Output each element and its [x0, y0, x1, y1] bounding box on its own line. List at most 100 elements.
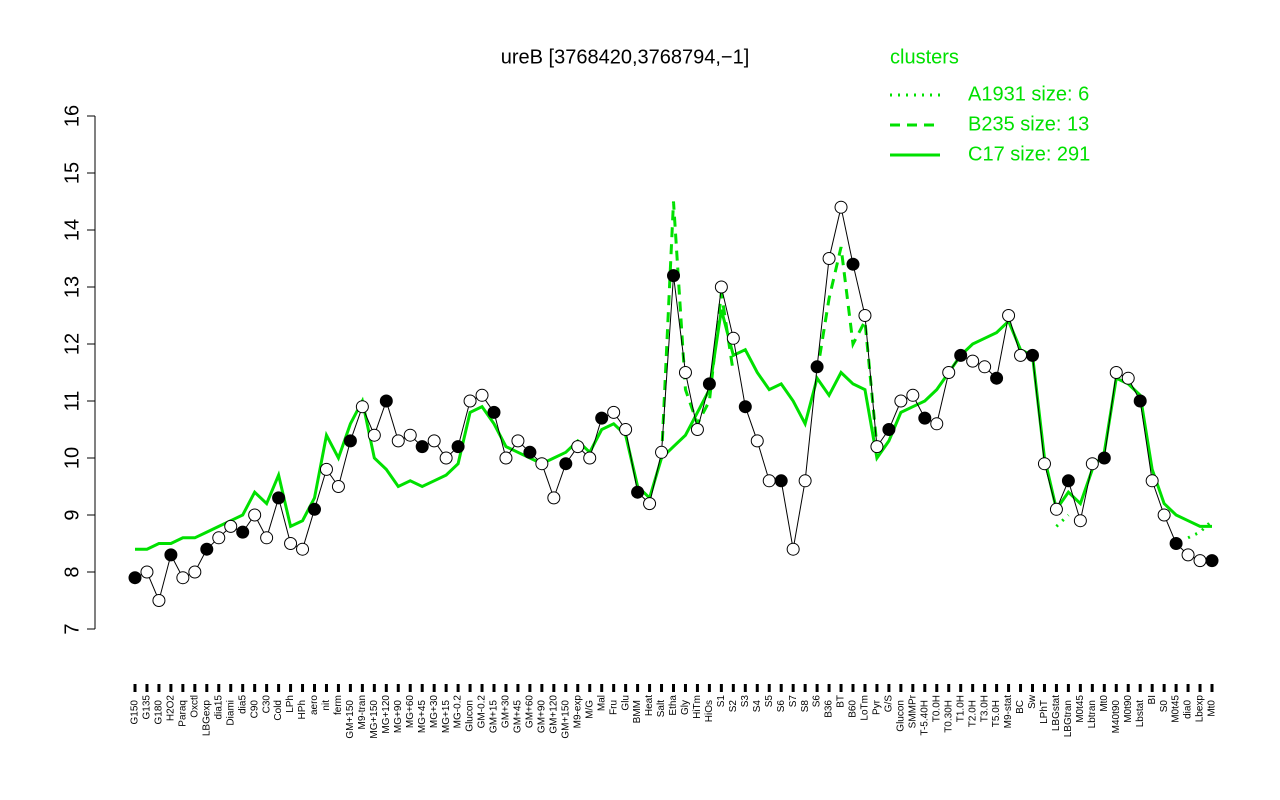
x-tick-label: Oxctl	[189, 695, 200, 718]
data-point	[906, 388, 920, 402]
x-tick-label: MG+45	[417, 700, 428, 734]
data-point	[607, 405, 621, 419]
data-point	[726, 331, 740, 345]
legend-title: clusters	[890, 46, 959, 68]
data-point	[152, 594, 166, 607]
x-tick-label: T1.0H	[955, 695, 966, 722]
y-tick-label: 13	[61, 276, 83, 298]
x-tick-label: Cold	[273, 700, 284, 721]
data-point	[702, 377, 716, 391]
x-tick-label: M0t45	[1171, 695, 1182, 723]
data-point	[224, 519, 238, 533]
x-tick-label: S6	[812, 695, 823, 708]
x-tick-label: T5.0H	[991, 700, 1002, 727]
data-point	[1205, 554, 1219, 568]
data-point	[762, 474, 776, 488]
x-tick-label: LPh	[285, 695, 296, 713]
chart-title: ureB [3768420,3768794,−1]	[501, 46, 750, 68]
cluster-line	[1055, 513, 1070, 528]
data-point	[164, 548, 178, 562]
x-tick-label: aero	[309, 695, 320, 715]
cluster-line	[135, 309, 1212, 551]
data-point	[1014, 348, 1028, 362]
data-point	[1073, 514, 1087, 528]
x-tick-label: LoTm	[860, 695, 871, 721]
data-point	[786, 542, 800, 556]
x-tick-label: Pyr	[872, 699, 883, 715]
data-point	[272, 491, 286, 505]
x-tick-label: MG+15	[441, 700, 452, 734]
data-point	[1097, 451, 1111, 465]
data-point	[822, 252, 836, 265]
y-tick-label: 11	[61, 391, 83, 412]
data-point	[212, 531, 226, 545]
data-point	[954, 348, 968, 362]
y-tick-label: 12	[61, 333, 83, 355]
x-tick-label: T-5.40H	[919, 700, 930, 736]
x-tick-label: Mt0	[1099, 695, 1110, 712]
x-tick-label: M9-stat	[1003, 695, 1014, 729]
data-point	[367, 428, 381, 442]
x-tick-label: BT	[836, 695, 847, 708]
data-point	[1085, 457, 1099, 471]
data-point	[463, 394, 477, 408]
legend-label: B235 size: 13	[968, 113, 1089, 135]
data-point	[738, 400, 752, 414]
x-tick-label: GM+90	[537, 700, 548, 734]
data-point	[918, 411, 932, 425]
data-point	[176, 571, 190, 585]
x-tick-label: B36	[824, 700, 835, 718]
x-tick-label: Etha	[668, 695, 679, 716]
x-tick-label: Heat	[644, 695, 655, 716]
data-point	[1121, 371, 1135, 385]
data-point	[1061, 474, 1075, 488]
data-point	[188, 565, 202, 579]
x-tick-label: GM+150	[560, 700, 571, 739]
x-tick-label: S7	[788, 695, 799, 708]
data-point	[284, 537, 298, 550]
data-point	[1193, 554, 1207, 568]
data-point	[619, 423, 633, 436]
x-tick-label: LBGexp	[201, 700, 212, 737]
x-tick-label: S0	[1159, 700, 1170, 713]
data-point	[1037, 457, 1051, 471]
x-tick-label: GM+15	[489, 700, 500, 734]
y-tick-label: 14	[61, 219, 83, 241]
y-tick-label: 9	[61, 509, 83, 520]
cluster-line	[660, 201, 735, 459]
data-point	[631, 485, 645, 499]
x-tick-label: C30	[261, 695, 272, 714]
data-point	[200, 542, 214, 556]
x-tick-label: Diami	[225, 700, 236, 726]
data-point	[499, 451, 513, 465]
data-point	[774, 474, 788, 488]
x-tick-label: Gly	[680, 700, 691, 715]
data-point	[535, 457, 549, 471]
data-point	[990, 371, 1004, 385]
x-tick-label: Glucon	[896, 700, 907, 732]
data-point	[1002, 309, 1016, 322]
x-tick-label: S6	[776, 700, 787, 713]
data-point	[547, 491, 561, 505]
data-point	[858, 309, 872, 322]
data-point	[439, 451, 453, 465]
x-tick-label: Lbstat	[1135, 700, 1146, 727]
x-tick-label: G180	[154, 700, 165, 725]
data-point	[643, 497, 657, 511]
x-tick-label: T3.0H	[979, 695, 990, 722]
y-tick-label: 8	[61, 566, 83, 577]
x-tick-label: Fru	[608, 700, 619, 715]
x-tick-label: G/S	[884, 695, 895, 713]
x-tick-label: GM+60	[525, 695, 536, 729]
data-point	[882, 423, 896, 436]
x-tick-label: SMMPr	[907, 694, 918, 728]
x-tick-label: GM-0.2	[477, 695, 488, 729]
x-tick-label: S1	[716, 695, 727, 708]
x-tick-label: M40t90	[1111, 700, 1122, 734]
x-tick-label: S8	[800, 700, 811, 713]
data-point	[343, 434, 357, 448]
data-point	[140, 565, 154, 579]
data-point	[942, 366, 956, 379]
data-point	[1145, 474, 1159, 488]
